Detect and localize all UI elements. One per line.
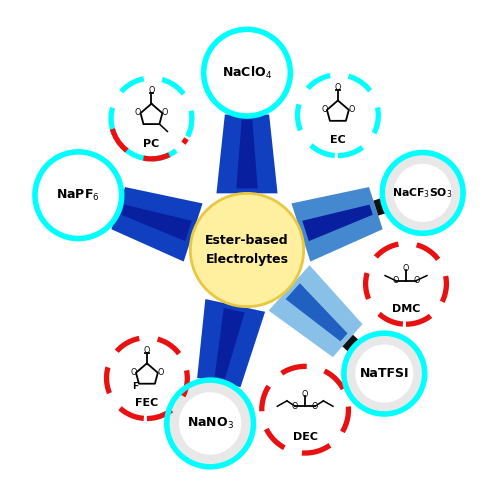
Circle shape — [394, 164, 452, 222]
Text: DEC: DEC — [292, 432, 318, 442]
Text: O: O — [322, 105, 328, 114]
Polygon shape — [302, 204, 373, 241]
Polygon shape — [207, 381, 227, 404]
Text: NaTFSI: NaTFSI — [360, 367, 409, 380]
Polygon shape — [197, 299, 265, 387]
Circle shape — [167, 380, 253, 467]
Text: DMC: DMC — [392, 304, 420, 314]
Polygon shape — [342, 335, 368, 359]
Polygon shape — [215, 308, 245, 379]
Polygon shape — [373, 194, 397, 216]
Polygon shape — [236, 120, 258, 188]
Circle shape — [262, 366, 348, 453]
Text: O: O — [413, 276, 419, 285]
Polygon shape — [97, 194, 121, 216]
Polygon shape — [239, 95, 255, 114]
Text: O: O — [162, 108, 168, 117]
Text: O: O — [403, 264, 409, 272]
Text: O: O — [312, 402, 318, 410]
Text: Ester-based
Electrolytes: Ester-based Electrolytes — [205, 234, 289, 266]
Circle shape — [366, 244, 447, 324]
Polygon shape — [291, 187, 383, 262]
Text: O: O — [144, 346, 150, 354]
Text: EC: EC — [330, 136, 346, 145]
Text: O: O — [292, 402, 298, 410]
Text: NaPF$_6$: NaPF$_6$ — [56, 188, 100, 202]
Text: NaCF$_3$SO$_3$: NaCF$_3$SO$_3$ — [392, 186, 453, 200]
Polygon shape — [121, 204, 192, 241]
Text: O: O — [335, 82, 341, 92]
Text: O: O — [157, 368, 164, 377]
Circle shape — [204, 30, 290, 116]
Polygon shape — [286, 284, 348, 342]
Circle shape — [190, 194, 304, 306]
Text: PC: PC — [143, 138, 160, 148]
Polygon shape — [269, 265, 363, 357]
Text: O: O — [302, 390, 308, 399]
Text: NaNO$_3$: NaNO$_3$ — [187, 416, 234, 431]
Circle shape — [344, 333, 425, 414]
Text: FEC: FEC — [135, 398, 159, 408]
Polygon shape — [216, 114, 278, 194]
Circle shape — [111, 78, 192, 159]
Text: F: F — [132, 382, 138, 392]
Text: O: O — [130, 368, 137, 377]
Circle shape — [35, 152, 122, 238]
Text: O: O — [348, 105, 354, 114]
Circle shape — [355, 344, 413, 403]
Text: O: O — [135, 108, 141, 117]
Text: NaClO$_4$: NaClO$_4$ — [222, 64, 272, 80]
Circle shape — [297, 75, 378, 156]
Circle shape — [382, 152, 463, 234]
Text: O: O — [392, 276, 399, 285]
Text: O: O — [148, 86, 155, 95]
Circle shape — [107, 338, 187, 418]
Polygon shape — [111, 187, 203, 262]
Circle shape — [179, 392, 242, 454]
